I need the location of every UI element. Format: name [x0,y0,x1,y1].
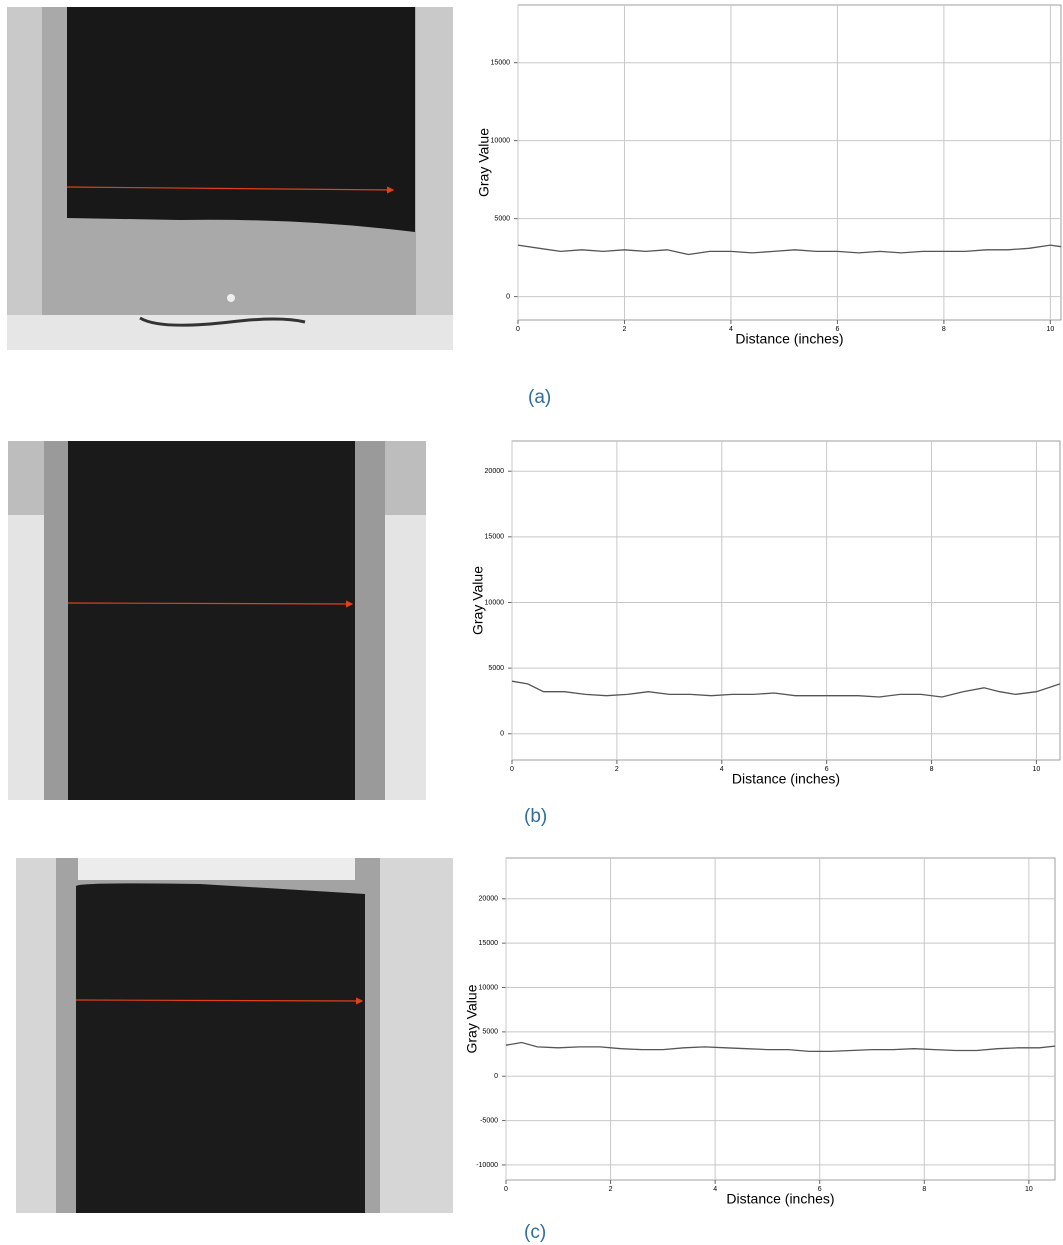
x-tick-label: 10 [1046,326,1054,333]
y-tick-label: 5000 [482,1029,498,1036]
y-tick-label: 0 [500,731,504,738]
x-tick-label: 10 [1033,766,1041,773]
x-tick-label: 8 [942,326,946,333]
y-axis-label: Gray Value [476,128,492,197]
xray-image [8,441,426,800]
x-axis-label: Distance (inches) [735,331,843,347]
y-tick-label: 0 [506,293,510,300]
x-tick-label: 0 [516,326,520,333]
x-axis-label: Distance (inches) [732,771,840,787]
xray-image [7,7,453,350]
x-axis-label: Distance (inches) [726,1191,834,1207]
y-tick-label: 10000 [485,599,505,606]
y-tick-label: 10000 [491,138,511,145]
x-tick-label: 4 [729,326,733,333]
x-tick-label: 0 [510,766,514,773]
plot-area [506,858,1055,1180]
x-tick-label: 0 [504,1186,508,1193]
y-tick-label: 15000 [479,940,499,947]
y-tick-label: 10000 [479,984,499,991]
caption: (b) [524,806,547,827]
y-axis-label: Gray Value [464,984,480,1053]
x-tick-label: 2 [609,1186,613,1193]
x-tick-label: 4 [713,1186,717,1193]
y-tick-label: 20000 [479,896,499,903]
figure: 0500010000150000246810Distance (inches)G… [0,0,1063,1245]
x-tick-label: 8 [930,766,934,773]
xray-image [16,858,453,1213]
x-tick-label: 2 [623,326,627,333]
caption: (c) [524,1222,546,1243]
y-tick-label: 15000 [491,60,511,67]
y-tick-label: 20000 [485,468,505,475]
y-tick-label: 0 [494,1073,498,1080]
x-tick-label: 4 [720,766,724,773]
y-axis-label: Gray Value [470,566,486,635]
y-tick-label: 15000 [485,534,505,541]
y-tick-label: 5000 [494,215,510,222]
y-tick-label: 5000 [488,665,504,672]
caption: (a) [528,387,551,408]
y-tick-label: -10000 [476,1162,498,1169]
y-tick-label: -5000 [480,1117,498,1124]
x-tick-label: 2 [615,766,619,773]
x-tick-label: 8 [922,1186,926,1193]
plot-area [518,5,1061,320]
x-tick-label: 10 [1025,1186,1033,1193]
plot-area [512,441,1060,760]
